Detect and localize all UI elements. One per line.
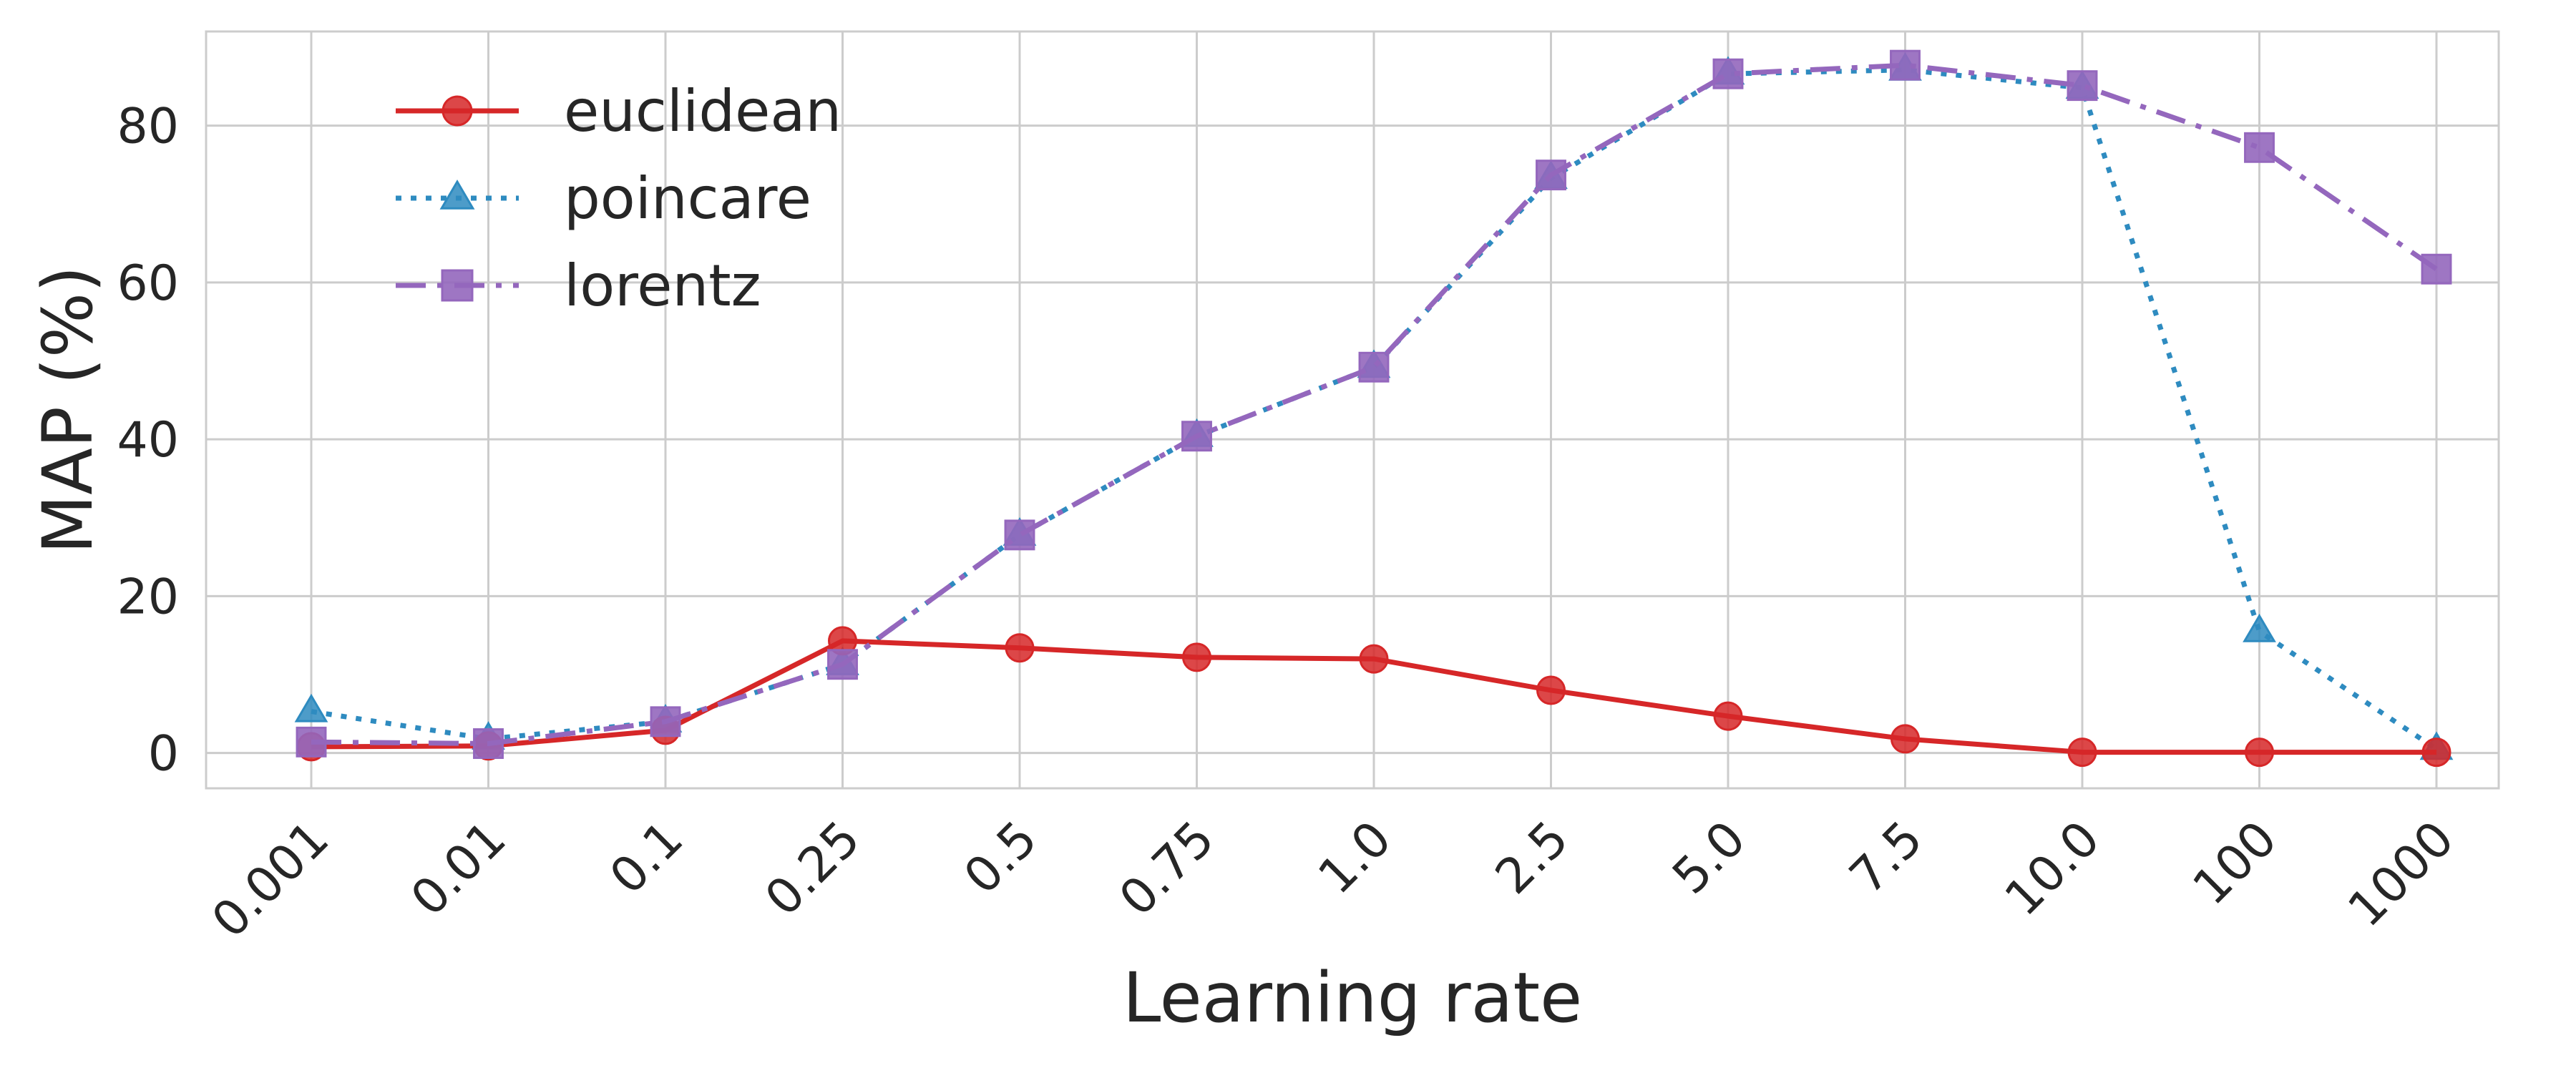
euclidean-point [2067, 738, 2097, 768]
x-tick-label: 100 [2182, 810, 2288, 916]
x-tick-label: 1000 [2338, 810, 2465, 938]
x-tick-label: 7.5 [1839, 810, 1933, 905]
x-tick-label: 10.0 [1994, 810, 2111, 927]
legend-swatch-marker [439, 180, 475, 210]
lorentz-point [1358, 351, 1390, 383]
euclidean-point [2245, 738, 2274, 768]
tick-labels: 0.001 0.01 0.1 0.25 0.5 0.75 1.0 2.5 5.0 7.5 10.0 1… [117, 99, 2465, 949]
legend: euclidean poincare lorentz [396, 78, 841, 319]
x-tick-label: 2.5 [1485, 810, 1579, 905]
euclidean-point [1713, 701, 1743, 731]
series-lorentz [296, 49, 2452, 759]
y-tick-label: 40 [117, 412, 179, 469]
legend-swatch-marker [441, 95, 473, 127]
x-tick-label: 0.25 [755, 810, 872, 927]
legend-item-lorentz: lorentz [396, 253, 761, 319]
x-tick-label: 0.01 [401, 810, 517, 927]
y-tick-label: 0 [148, 726, 179, 783]
y-tick-label: 80 [117, 99, 179, 155]
y-axis-title: MAP (%) [28, 265, 108, 554]
legend-swatch-marker [441, 269, 474, 302]
legend-label: euclidean [564, 78, 841, 144]
legend-label: lorentz [564, 253, 761, 319]
lorentz-point [1004, 519, 1035, 551]
legend-item-euclidean: euclidean [396, 78, 841, 144]
legend-item-poincare: poincare [396, 165, 811, 232]
euclidean-point [2421, 738, 2451, 768]
plot-frame [205, 30, 2500, 790]
euclidean-point [1890, 724, 1920, 754]
x-tick-label: 0.75 [1109, 810, 1226, 927]
grid [206, 31, 2499, 788]
x-tick-label: 5.0 [1662, 810, 1757, 905]
lorentz-point [650, 706, 681, 738]
y-tick-label: 20 [117, 569, 179, 625]
legend-label: poincare [564, 165, 811, 232]
lorentz-point [1181, 421, 1212, 452]
lorentz-point [1890, 49, 1921, 81]
lorentz-point [1536, 160, 1566, 191]
lorentz-point [827, 649, 858, 680]
x-tick-label: 0.1 [600, 810, 694, 905]
euclidean-point [1536, 675, 1566, 705]
poincare-point [2243, 613, 2276, 642]
x-tick-label: 0.5 [954, 810, 1048, 905]
euclidean-point [1182, 642, 1211, 672]
x-tick-label: 1.0 [1308, 810, 1402, 905]
y-tick-label: 60 [117, 255, 179, 312]
lorentz-point [1712, 58, 1744, 89]
x-tick-label: 0.001 [202, 810, 341, 949]
lorentz-point [473, 728, 504, 759]
lorentz-point [296, 726, 327, 758]
poincare-point [294, 693, 328, 722]
euclidean-point [1359, 644, 1389, 674]
lorentz-point [2421, 253, 2452, 285]
lorentz-point [2067, 70, 2098, 102]
euclidean-point [1005, 633, 1035, 663]
x-axis-title: Learning rate [1123, 958, 1582, 1038]
series-layer [294, 49, 2454, 768]
lorentz-point [2244, 132, 2275, 163]
